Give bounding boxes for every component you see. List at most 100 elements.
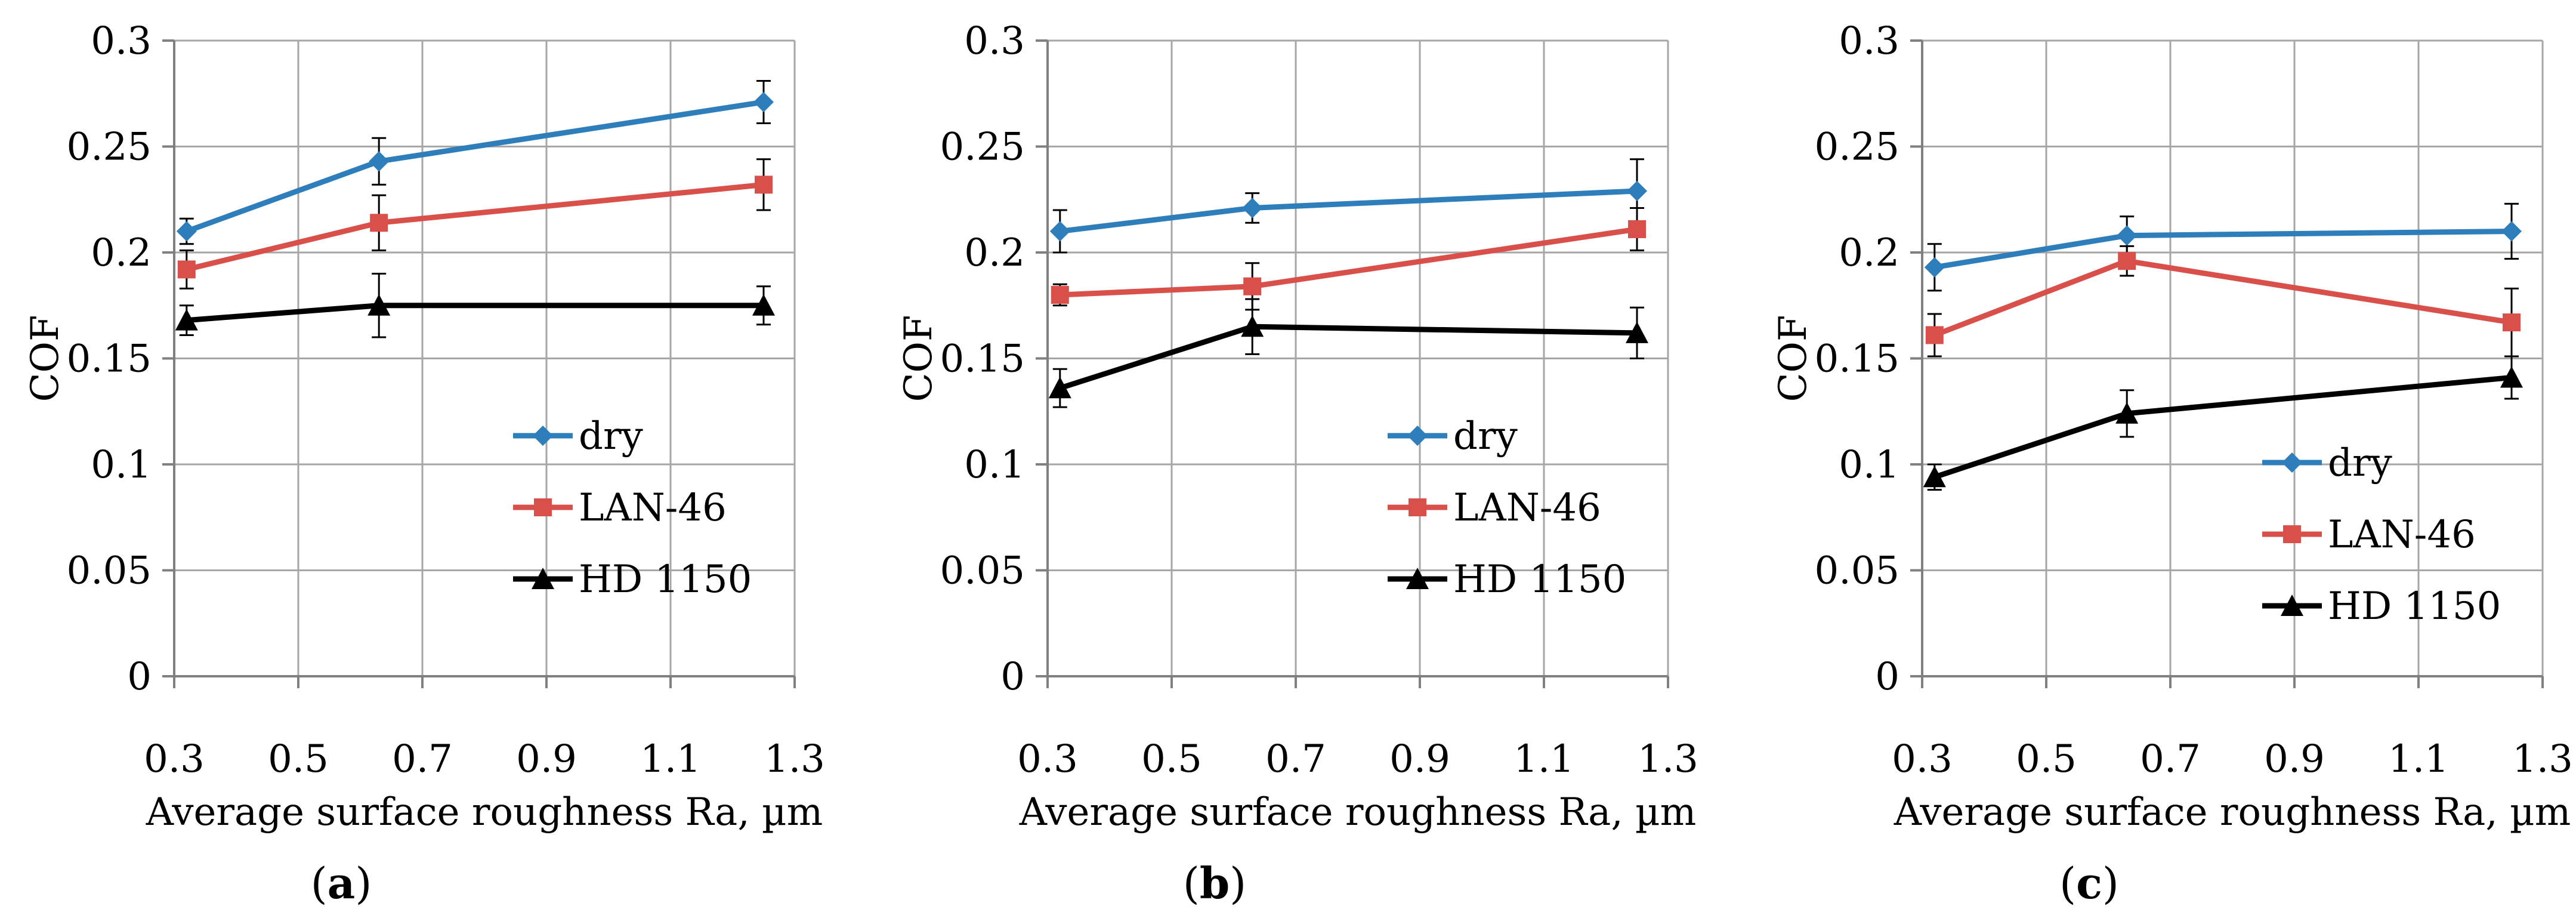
legend: dry LAN-46 HD 1150	[2262, 441, 2501, 629]
panel-caption: (c)	[2059, 858, 2119, 908]
legend-entry-label: HD 1150	[2328, 584, 2501, 629]
legend-entry-label: LAN-46	[1453, 486, 1601, 530]
y-tick-label: 0.2	[91, 231, 152, 275]
data-point	[2118, 252, 2136, 270]
series-hd-1150	[1923, 355, 2523, 491]
chart-panel-c: 0 0.05 0.1 0.15 0.2 0.25 0.3 0.3 0.5 0.7 0.9 1.1 1.3…	[1771, 19, 2573, 908]
x-axis-title: Average surface roughness Ra, µm	[1019, 790, 1697, 834]
x-axis-title: Average surface roughness Ra, µm	[146, 790, 823, 834]
y-tick-label: 0.1	[964, 443, 1025, 487]
y-axis-title: COF	[1771, 315, 1815, 402]
panel-label: b	[1200, 858, 1230, 908]
x-tick-label: 0.7	[392, 737, 453, 781]
x-tick-label: 0.5	[268, 737, 329, 781]
caption-paren: (	[2059, 858, 2076, 908]
legend-swatch-marker	[532, 568, 554, 589]
data-point	[2503, 313, 2521, 332]
y-tick-label: 0.15	[940, 337, 1026, 381]
series-dry	[176, 79, 774, 245]
series-line	[1059, 324, 1638, 391]
panel-caption: (b)	[1183, 858, 1247, 908]
legend-entry-label: HD 1150	[579, 557, 752, 602]
caption-paren: )	[355, 858, 372, 908]
x-tick-label: 0.3	[1017, 737, 1078, 781]
legend-swatch-marker	[1406, 568, 1429, 589]
legend-swatch-marker	[534, 498, 552, 516]
data-point	[1051, 286, 1069, 304]
series-lan-46	[177, 158, 773, 289]
x-tick-label: 1.1	[1514, 737, 1574, 781]
series-line	[1060, 188, 1638, 234]
y-tick-label: 0	[1000, 655, 1025, 699]
data-point	[2501, 221, 2522, 242]
series-line	[1934, 229, 2512, 270]
series-hd-1150	[1048, 298, 1648, 408]
y-tick-label: 0.25	[67, 125, 152, 170]
series-lan-46	[1051, 207, 1646, 311]
y-tick-label: 0.05	[940, 549, 1026, 593]
x-tick-label: 1.1	[2388, 737, 2449, 781]
legend-entry-label: dry	[2328, 441, 2392, 485]
data-point	[1925, 326, 1944, 344]
series-line	[1933, 258, 2512, 338]
legend-entry-label: HD 1150	[1453, 557, 1626, 602]
series-hd-1150	[175, 273, 775, 338]
y-tick-label: 0.2	[964, 231, 1025, 275]
series-line	[1060, 226, 1638, 298]
data-point	[370, 214, 388, 232]
y-axis-title: COF	[897, 315, 941, 402]
x-tick-label: 0.7	[1265, 737, 1326, 781]
panel-label: c	[2076, 858, 2102, 908]
data-point	[1627, 181, 1647, 202]
panel-caption: (a)	[311, 858, 372, 908]
caption-paren: (	[1183, 858, 1200, 908]
x-tick-label: 0.5	[1141, 737, 1202, 781]
y-tick-label: 0.1	[1839, 443, 1899, 487]
x-tick-label: 0.3	[1892, 737, 1953, 781]
chart-panel-a: 0 0.05 0.1 0.15 0.2 0.25 0.3 0.3 0.5 0.7 0.9 1.1 1.3…	[23, 19, 825, 908]
y-tick-label: 0.15	[1815, 337, 1900, 381]
legend-entry-label: LAN-46	[2328, 513, 2476, 557]
x-tick-label: 0.9	[516, 737, 577, 781]
data-point	[1626, 321, 1648, 343]
x-tick-label: 0.3	[144, 737, 205, 781]
caption-paren: )	[2102, 858, 2119, 908]
x-tick-label: 0.9	[2264, 737, 2325, 781]
y-tick-label: 0.3	[964, 19, 1025, 63]
data-point	[176, 221, 197, 242]
data-point	[755, 175, 773, 194]
series-line	[186, 303, 764, 324]
series-lan-46	[1925, 245, 2521, 358]
x-tick-label: 0.9	[1389, 737, 1450, 781]
y-axis-title: COF	[23, 315, 67, 402]
y-tick-label: 0.15	[67, 337, 152, 381]
data-point	[175, 309, 198, 331]
data-point	[2115, 402, 2139, 424]
legend-swatch-marker	[2282, 452, 2302, 473]
x-tick-label: 1.3	[1638, 737, 1698, 781]
data-point	[1243, 277, 1262, 295]
y-tick-label: 0.25	[1815, 125, 1900, 170]
y-tick-label: 0.1	[91, 443, 152, 487]
y-tick-label: 0	[127, 655, 152, 699]
data-point	[177, 260, 196, 279]
x-tick-label: 1.3	[2512, 737, 2573, 781]
legend-swatch-marker	[533, 426, 553, 446]
y-tick-label: 0.3	[1839, 19, 1899, 63]
data-point	[1241, 315, 1264, 337]
data-point	[369, 151, 390, 172]
x-axis-title: Average surface roughness Ra, µm	[1894, 790, 2571, 834]
legend-swatch-marker	[2281, 594, 2303, 616]
y-tick-label: 0.3	[91, 19, 152, 63]
legend-swatch-marker	[2283, 525, 2301, 543]
legend-swatch-marker	[1409, 498, 1426, 516]
series-line	[1933, 374, 2512, 480]
legend: dry LAN-46 HD 1150	[513, 414, 752, 602]
data-point	[1628, 220, 1646, 238]
caption-paren: (	[311, 858, 328, 908]
panel-label: a	[328, 858, 356, 908]
legend-entry-label: dry	[579, 414, 643, 458]
data-point	[2500, 366, 2523, 388]
y-tick-label: 0.05	[1815, 549, 1900, 593]
x-tick-label: 1.1	[640, 737, 701, 781]
